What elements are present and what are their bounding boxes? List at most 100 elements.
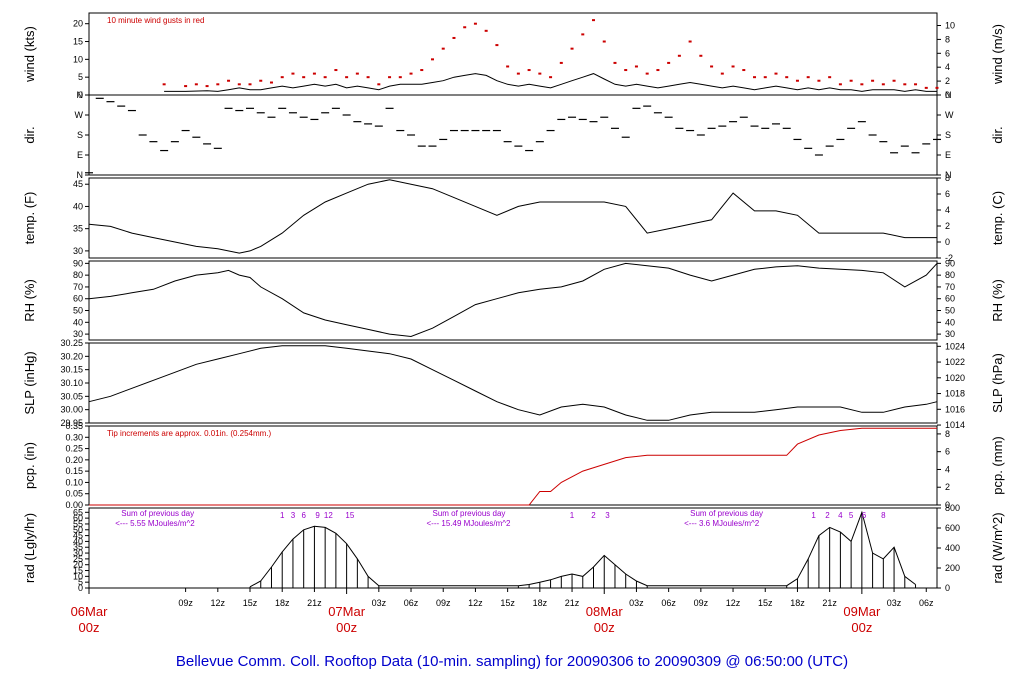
wind-gusts-point xyxy=(581,33,585,36)
wind-gusts-point xyxy=(634,65,638,68)
wind-gusts-point xyxy=(269,81,273,84)
wind-gusts-point xyxy=(388,76,392,79)
wind-gusts-point xyxy=(710,65,714,68)
rh-ytick-label: 50 xyxy=(73,306,83,316)
temp-ylabel-left: temp. (F) xyxy=(22,192,37,245)
wind-gusts-point xyxy=(914,83,918,86)
wind-gusts-point xyxy=(259,79,263,82)
wind-gusts-point xyxy=(409,72,413,75)
wind-gusts-point xyxy=(302,76,306,79)
wind-gusts-point xyxy=(935,86,939,89)
wind-ytick-label: 0 xyxy=(78,90,83,100)
pcp-ytick-label: 0.15 xyxy=(65,466,83,476)
rad-ytick-label: 0 xyxy=(78,583,83,593)
panel-pcp: 0.000.05 0.100.150.200.25 0.300.35 0 2 4 6 8 pcp… xyxy=(22,421,1005,510)
wind-gusts-point xyxy=(216,83,220,86)
pcp-ytick-label: 0.05 xyxy=(65,489,83,499)
slp-rtick-label: 1018 xyxy=(945,389,965,399)
chart-title: Bellevue Comm. Coll. Rooftop Data (10-mi… xyxy=(176,653,848,670)
x-tick-label: 18z xyxy=(275,598,290,608)
rh-rtick-label: 50 xyxy=(945,306,955,316)
wind-gusts-point xyxy=(345,76,349,79)
x-tick-label: 03z xyxy=(887,598,902,608)
temp-rtick-label: 6 xyxy=(945,189,950,199)
temp-ytick-label: 40 xyxy=(73,201,83,211)
wind-gusts-point xyxy=(624,69,628,72)
x-tick-label: 06z xyxy=(919,598,934,608)
x-tick-label: 09z xyxy=(436,598,451,608)
rad-rtick-label: 400 xyxy=(945,543,960,553)
wind-rtick-label: 10 xyxy=(945,21,955,31)
wind-gusts-point xyxy=(881,83,885,86)
wind-gusts-point xyxy=(237,83,241,86)
slp-ytick-label: 30.05 xyxy=(60,391,83,401)
dir-ytick-label: E xyxy=(77,150,83,160)
wind-gusts-point xyxy=(377,83,381,86)
rh-rtick-label: 30 xyxy=(945,329,955,339)
pcp-annotation: Tip increments are approx. 0.01in. (0.25… xyxy=(107,429,272,438)
wind-gusts-point xyxy=(892,79,896,82)
wind-rtick-label: 4 xyxy=(945,62,950,72)
rh-ytick-label: 70 xyxy=(73,282,83,292)
rh-rtick-label: 40 xyxy=(945,317,955,327)
rh-ytick-label: 90 xyxy=(73,258,83,268)
rad-sum-line1: Sum of previous day xyxy=(121,509,194,518)
rad-hour-mark: 1 xyxy=(570,511,575,520)
slp-rtick-label: 1020 xyxy=(945,373,965,383)
pcp-ytick-label: 0.10 xyxy=(65,477,83,487)
rad-rtick-label: 600 xyxy=(945,523,960,533)
dir-frame xyxy=(88,94,938,176)
rad-hour-mark: 2 xyxy=(825,511,830,520)
wind-gusts-point xyxy=(430,58,434,61)
day-label-hour: 00z xyxy=(594,620,615,635)
wind-gusts-point xyxy=(924,86,928,89)
wind-frame xyxy=(88,12,938,96)
dir-ylabel-right: dir. xyxy=(990,126,1005,143)
dir-series-direction xyxy=(85,97,941,174)
rad-ytick-label: 5 xyxy=(78,577,83,587)
day-label-date: 06Mar xyxy=(71,604,109,619)
rad-hour-mark: 2 xyxy=(591,511,596,520)
rad-hour-mark: 3 xyxy=(605,511,610,520)
slp-ylabel-right: SLP (hPa) xyxy=(990,353,1005,413)
wind-series-gusts xyxy=(162,19,939,89)
wind-gusts-point xyxy=(806,76,810,79)
wind-gusts-point xyxy=(495,44,499,47)
rad-ytick-label: 35 xyxy=(73,542,83,552)
rad-hour-mark: 1 xyxy=(811,511,816,520)
dir-rtick-label: N xyxy=(945,90,952,100)
wind-speed-line xyxy=(164,73,937,92)
rad-rtick-label: 0 xyxy=(945,583,950,593)
wind-rtick-label: 2 xyxy=(945,76,950,86)
wind-series-speed xyxy=(164,73,937,92)
x-tick-label: 18z xyxy=(790,598,805,608)
rad-frame xyxy=(88,507,938,589)
rad-radiation-outline xyxy=(249,510,916,588)
dir-rtick-label: E xyxy=(945,150,951,160)
temp-temperature-line xyxy=(88,179,937,254)
temp-rtick-label: 8 xyxy=(945,173,950,183)
wind-gusts-point xyxy=(602,40,606,43)
rh-rtick-label: 60 xyxy=(945,294,955,304)
wind-gusts-point xyxy=(366,76,370,79)
rad-hour-mark: 15 xyxy=(345,511,354,520)
x-tick-label: 18z xyxy=(533,598,548,608)
slp-ytick-label: 30.25 xyxy=(60,338,83,348)
dir-rtick-label: S xyxy=(945,130,951,140)
rad-ytick-label: 50 xyxy=(73,525,83,535)
rh-humidity-line xyxy=(88,262,938,338)
pcp-ytick-label: 0.20 xyxy=(65,455,83,465)
dir-ytick-label: W xyxy=(75,110,84,120)
wind-gusts-point xyxy=(677,54,681,57)
rad-hour-mark: 3 xyxy=(291,511,296,520)
wind-gusts-point xyxy=(334,69,338,72)
rad-sum-line1: Sum of previous day xyxy=(690,509,763,518)
pcp-ylabel-left: pcp. (in) xyxy=(22,442,37,489)
temp-ytick-label: 45 xyxy=(73,179,83,189)
wind-gusts-point xyxy=(645,72,649,75)
x-tick-label: 12z xyxy=(726,598,741,608)
temp-series-temperature xyxy=(88,179,937,254)
rad-sum-line1: Sum of previous day xyxy=(432,509,505,518)
rh-rtick-label: 70 xyxy=(945,282,955,292)
